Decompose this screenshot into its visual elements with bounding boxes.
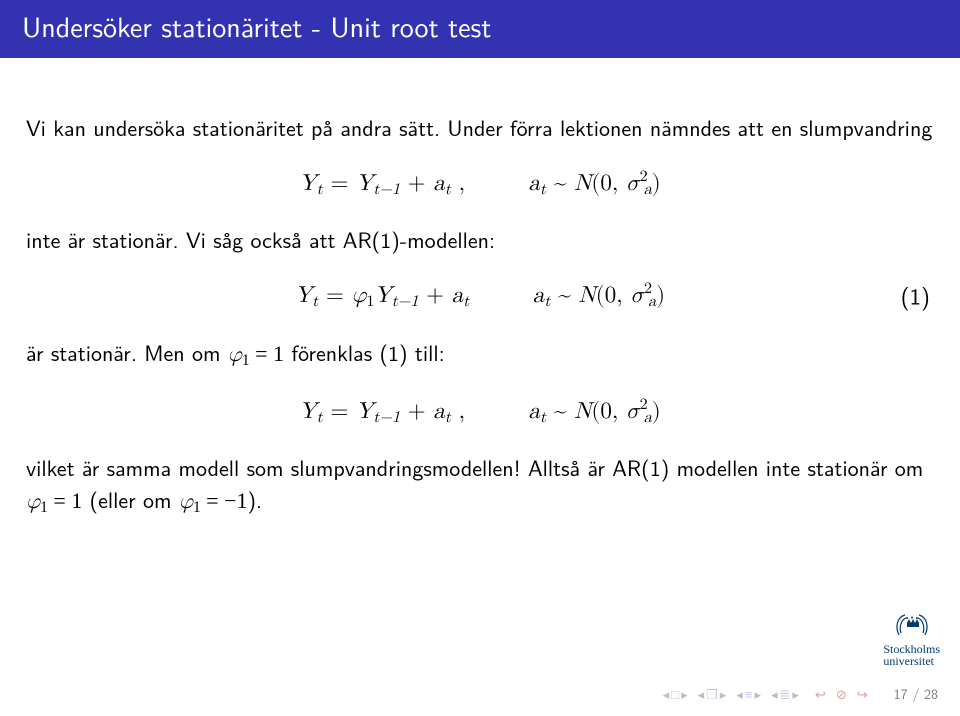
nav-next-sub-icon[interactable]: ▸ — [754, 685, 761, 704]
crown-wreath-icon — [893, 609, 931, 641]
nav-back-icon[interactable]: ↩ — [815, 685, 826, 704]
equation-number-1: (1) — [901, 280, 930, 313]
p3-text-a: är stationär. Men om — [26, 336, 228, 368]
equation-1: Yt = Yt−1 + at , at ~ N(0, σ2a) — [26, 166, 934, 202]
paragraph-2: inte är stationär. Vi såg också att AR(1… — [26, 224, 934, 256]
page-number: 17 / 28 — [894, 684, 938, 704]
nav-next-frame-icon[interactable]: ▸ — [720, 685, 727, 704]
paragraph-3: är stationär. Men om φ1 = 1 förenklas (1… — [26, 337, 934, 372]
nav-next-sec-icon[interactable]: ▸ — [792, 685, 799, 704]
p4-text-c: ). — [247, 483, 262, 515]
equation-3: Yt = Yt−1 + at , at ~ N(0, σ2a) — [26, 394, 934, 430]
nav-section-icon[interactable]: ≣ — [780, 685, 791, 704]
slide-title: Undersöker stationäritet - Unit root tes… — [0, 0, 960, 58]
nav-prev-sec-icon[interactable]: ◂ — [771, 685, 778, 704]
nav-forward-icon[interactable]: ↪ — [857, 685, 868, 704]
p3-text-b: förenklas (1) till: — [284, 336, 445, 368]
nav-group-subsection[interactable]: ◂ ≡ ▸ — [736, 685, 761, 704]
nav-prev-sub-icon[interactable]: ◂ — [736, 685, 743, 704]
paragraph-1: Vi kan undersöka stationäritet på andra … — [26, 112, 934, 144]
nav-group-frame[interactable]: ◂ ❐ ▸ — [698, 685, 727, 704]
nav-slide-icon[interactable]: □ — [671, 685, 679, 704]
slide-body: Vi kan undersöka stationäritet på andra … — [0, 58, 960, 519]
paragraph-4: vilket är samma modell som slumpvandring… — [26, 452, 934, 519]
nav-first-icon[interactable]: ◂ — [663, 685, 670, 704]
p4-text-a: vilket är samma modell som slumpvandring… — [26, 451, 923, 483]
nav-subsection-icon[interactable]: ≡ — [745, 685, 753, 704]
p4-text-b: (eller om — [82, 483, 179, 515]
equation-2: Yt = φ1Yt−1 + at at ~ N(0, σ2a) (1) — [26, 278, 934, 314]
nav-frame-icon[interactable]: ❐ — [706, 685, 718, 704]
nav-group-section[interactable]: ◂ ≣ ▸ — [771, 685, 799, 704]
nav-prev-frame-icon[interactable]: ◂ — [698, 685, 705, 704]
logo-text-line2: universitet — [883, 655, 940, 668]
university-logo: Stockholms universitet — [883, 609, 940, 668]
nav-group-slide[interactable]: ◂ □ ▸ — [663, 685, 688, 704]
nav-search-icon[interactable]: ⊘ — [836, 685, 847, 704]
beamer-nav-footer: ◂ □ ▸ ◂ ❐ ▸ ◂ ≡ ▸ ◂ ≣ ▸ ↩ ⊘ ↪ 17 / 28 — [0, 684, 960, 704]
nav-next-icon[interactable]: ▸ — [681, 685, 688, 704]
